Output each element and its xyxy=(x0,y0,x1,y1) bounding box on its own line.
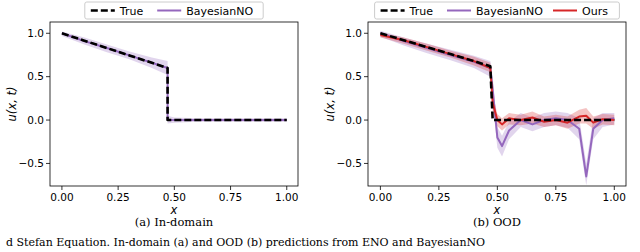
y-tick-label: −0.5 xyxy=(337,157,363,169)
y-tick xyxy=(46,163,50,164)
plot-frame xyxy=(368,22,626,186)
legend-label: BayesianNO xyxy=(186,5,253,18)
plot-data xyxy=(380,31,614,185)
x-tick-label: 1.00 xyxy=(275,191,298,203)
legend-swatch xyxy=(447,10,471,12)
y-tick xyxy=(46,76,50,77)
x-tick-label: 0.25 xyxy=(427,191,450,203)
subplot-title: (a) In-domain xyxy=(135,215,214,229)
y-tick-label: 0.0 xyxy=(27,114,44,126)
x-tick-label: 0.00 xyxy=(369,191,392,203)
x-tick-label: 1.00 xyxy=(603,191,626,203)
y-tick-label: −0.5 xyxy=(19,157,45,169)
series-line xyxy=(62,33,287,120)
series-line xyxy=(62,33,287,120)
x-tick-label: 0.75 xyxy=(219,191,242,203)
subplot-title: (b) OOD xyxy=(473,215,521,229)
series-line xyxy=(380,33,614,120)
x-tick xyxy=(614,186,615,190)
x-tick xyxy=(438,186,439,190)
x-tick xyxy=(174,186,175,190)
plot-data xyxy=(62,32,287,124)
plot-frame xyxy=(50,22,298,186)
uncertainty-band xyxy=(380,31,614,185)
x-tick xyxy=(230,186,231,190)
y-tick xyxy=(364,33,368,34)
x-tick-label: 0.50 xyxy=(163,191,186,203)
x-tick xyxy=(61,186,62,190)
legend-swatch xyxy=(381,9,405,12)
x-tick xyxy=(555,186,556,190)
legend-label: Ours xyxy=(582,5,608,18)
x-tick-label: 0.50 xyxy=(486,191,509,203)
x-tick-label: 0.75 xyxy=(544,191,567,203)
figure: 0.000.250.500.751.00−0.50.00.51.0xu(x, t… xyxy=(0,0,640,252)
x-tick-label: 0.00 xyxy=(50,191,73,203)
legend: True BayesianNO xyxy=(85,2,263,19)
y-tick xyxy=(364,76,368,77)
x-tick xyxy=(118,186,119,190)
y-tick-label: 0.5 xyxy=(27,70,44,82)
chart-figure: 0.000.250.500.751.00−0.50.00.51.0xu(x, t… xyxy=(0,0,640,252)
y-tick-label: 0.5 xyxy=(345,70,362,82)
y-tick-label: 0.0 xyxy=(345,114,362,126)
x-tick xyxy=(380,186,381,190)
legend-label: True xyxy=(409,5,434,18)
legend-label: BayesianNO xyxy=(476,5,543,18)
x-tick xyxy=(286,186,287,190)
legend-swatch xyxy=(553,10,577,12)
y-tick xyxy=(364,120,368,121)
y-tick-label: 1.0 xyxy=(345,27,362,39)
y-tick xyxy=(364,163,368,164)
uncertainty-band xyxy=(380,32,614,130)
y-axis-label: u(x, t) xyxy=(323,87,337,122)
y-tick-label: 1.0 xyxy=(27,27,44,39)
y-axis-label: u(x, t) xyxy=(5,87,19,122)
uncertainty-band xyxy=(62,32,287,124)
legend-box xyxy=(375,2,620,19)
y-tick xyxy=(46,120,50,121)
legend-swatch xyxy=(157,10,181,12)
series-line xyxy=(380,33,614,176)
y-tick xyxy=(46,33,50,34)
legend-swatch xyxy=(91,9,115,12)
legend-box xyxy=(85,2,263,19)
x-tick xyxy=(497,186,498,190)
panel: 0.000.250.500.751.00−0.50.00.51.0xu(x, t… xyxy=(323,2,626,229)
legend-label: True xyxy=(119,5,144,18)
series-line xyxy=(380,35,614,124)
legend: True BayesianNO Ours xyxy=(375,2,620,19)
caption: d Stefan Equation. In-domain (a) and OOD… xyxy=(6,236,485,249)
panel: 0.000.250.500.751.00−0.50.00.51.0xu(x, t… xyxy=(5,2,298,229)
x-tick-label: 0.25 xyxy=(106,191,129,203)
